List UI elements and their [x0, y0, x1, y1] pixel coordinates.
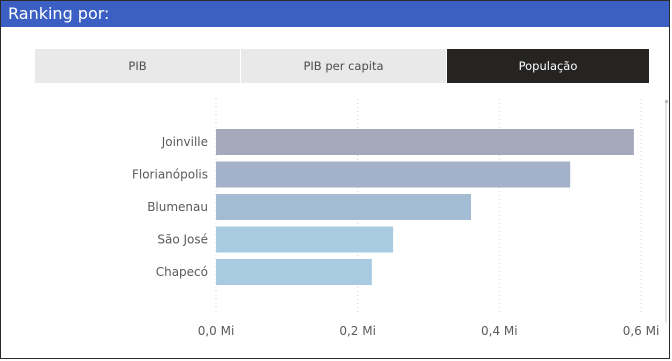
- panel-title: Ranking por:: [8, 4, 110, 23]
- scrollbar-thumb[interactable]: [665, 100, 668, 103]
- tab-populacao[interactable]: População: [446, 49, 649, 83]
- category-label: Joinville: [161, 135, 208, 149]
- category-label: Blumenau: [147, 200, 208, 214]
- x-tick-label: 0,0 Mi: [198, 324, 235, 338]
- x-tick-label: 0,6 Mi: [623, 324, 660, 338]
- x-tick-label: 0,2 Mi: [339, 324, 376, 338]
- bar-chart: Joinville Florianópolis Blumenau São José Ch…: [132, 99, 660, 338]
- bar-0[interactable]: [216, 129, 634, 155]
- category-label: Chapecó: [156, 265, 208, 279]
- category-label: Florianópolis: [132, 168, 208, 182]
- bar-3[interactable]: [216, 226, 394, 253]
- panel-header: Ranking por:: [1, 1, 669, 27]
- ranking-tabs: PIB PIB per capita População: [35, 49, 649, 83]
- x-tick-label: 0,4 Mi: [481, 324, 518, 338]
- tab-pib-per-capita[interactable]: PIB per capita: [240, 49, 446, 83]
- bar-4[interactable]: [216, 259, 372, 285]
- bar-2[interactable]: [216, 194, 471, 220]
- bar-1[interactable]: [216, 161, 571, 188]
- tab-pib[interactable]: PIB: [35, 49, 240, 83]
- category-label: São José: [157, 233, 208, 247]
- chart-scrollbar[interactable]: [665, 101, 667, 323]
